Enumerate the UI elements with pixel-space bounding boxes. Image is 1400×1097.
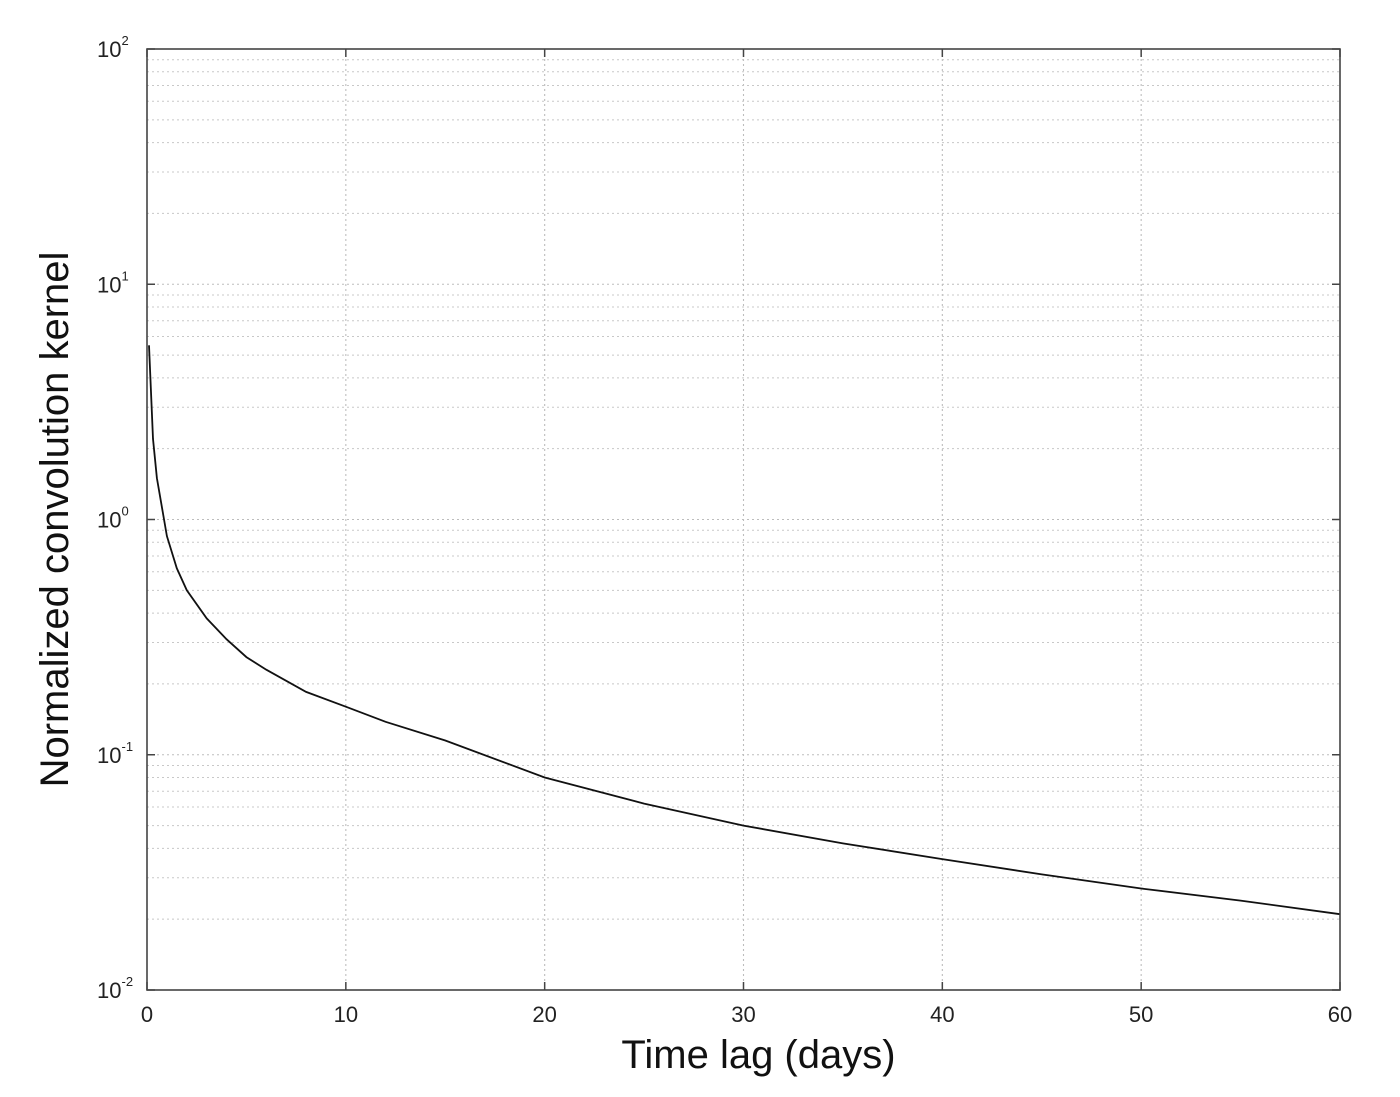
x-axis-label: Time lag (days) — [621, 1033, 895, 1077]
axis-ticks — [146, 48, 1341, 991]
y-tick-label-base: 10 — [97, 508, 121, 533]
y-tick-label-base: 10 — [97, 743, 121, 768]
y-axis-label: Normalized convolution kernel — [33, 252, 77, 788]
y-tick-label-base: 10 — [97, 37, 121, 62]
y-tick-label-exponent: -1 — [121, 739, 133, 754]
y-tick-label-exponent: 2 — [121, 33, 128, 48]
y-tick-label: 10-2 — [97, 974, 133, 1003]
y-tick-label: 101 — [97, 268, 129, 297]
y-tick-label-exponent: 0 — [121, 504, 128, 519]
x-tick-label: 30 — [731, 1002, 755, 1027]
y-tick-label-base: 10 — [97, 978, 121, 1003]
y-tick-label-base: 10 — [97, 272, 121, 297]
y-tick-label-exponent: 1 — [121, 268, 128, 283]
y-tick-label: 10-1 — [97, 739, 133, 768]
x-tick-label: 20 — [532, 1002, 556, 1027]
x-tick-label: 40 — [930, 1002, 954, 1027]
x-tick-label: 50 — [1129, 1002, 1153, 1027]
grid — [147, 49, 1340, 990]
x-tick-label: 60 — [1328, 1002, 1352, 1027]
x-tick-label: 10 — [334, 1002, 358, 1027]
series-line-group — [148, 345, 1341, 916]
y-tick-label: 102 — [97, 33, 129, 62]
y-tick-label: 100 — [97, 504, 129, 533]
y-tick-label-exponent: -2 — [121, 974, 133, 989]
series-line — [148, 345, 1341, 916]
x-tick-label: 0 — [141, 1002, 153, 1027]
